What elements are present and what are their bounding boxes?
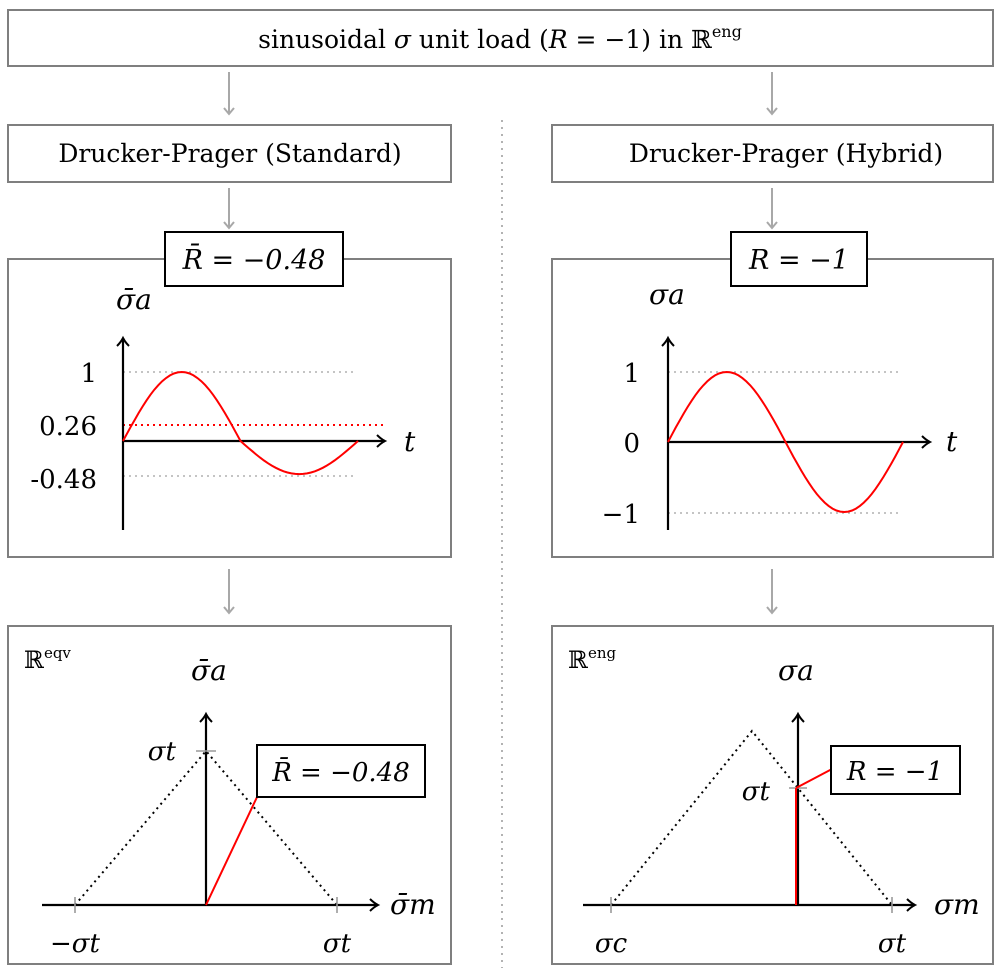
right-title-box: Drucker-Prager (Hybrid) xyxy=(551,124,994,183)
left-title: Drucker-Prager (Standard) xyxy=(58,139,401,168)
left-tick-min: -0.48 xyxy=(30,465,97,495)
top-load-label: sinusoidal σ unit load (R = −1) in ℝeng xyxy=(258,22,742,54)
left-haigh-panel: ℝeqv σ̄a R̄ = −0.48 σt −σt σt σ̄m xyxy=(7,625,452,965)
left-ratio-label: R̄ = −0.48 xyxy=(182,242,326,276)
right-envelope xyxy=(610,729,893,906)
left-ratio-box xyxy=(164,231,344,287)
right-title: Drucker-Prager (Hybrid) xyxy=(629,139,943,168)
left-x-tick-neg: −σt xyxy=(50,929,101,959)
left-haigh-xlabel: σ̄m xyxy=(390,888,436,921)
right-time-panel: R = −1 σa 1 0 −1 t xyxy=(551,231,994,558)
right-tick-zero: 0 xyxy=(623,429,640,459)
left-callout-label: R̄ = −0.48 xyxy=(271,756,410,788)
left-tick-mean: 0.26 xyxy=(39,412,97,442)
right-haigh-xlabel: σm xyxy=(934,888,980,921)
left-tick-max: 1 xyxy=(80,359,97,389)
right-x-tick-pos: σt xyxy=(878,929,907,959)
left-load-path xyxy=(205,794,259,906)
right-time-ylabel: σa xyxy=(649,278,685,311)
right-ratio-box xyxy=(730,231,868,287)
left-sine-curve xyxy=(122,370,359,476)
right-tick-min: −1 xyxy=(602,500,640,530)
right-callout-label: R = −1 xyxy=(846,757,943,787)
right-x-tick-neg: σc xyxy=(595,929,628,959)
right-time-xlabel: t xyxy=(946,425,958,458)
right-haigh-ylabel: σa xyxy=(778,654,814,687)
left-space-label: ℝeqv xyxy=(24,644,71,674)
left-y-tick-label: σt xyxy=(148,737,177,767)
right-callout-box xyxy=(830,745,961,795)
left-time-panel: R̄ = −0.48 σ̄a 1 0.26 -0.48 t xyxy=(7,231,452,558)
left-envelope xyxy=(74,749,338,906)
left-callout-box xyxy=(256,744,426,798)
left-time-xlabel: t xyxy=(404,425,416,458)
right-callout-leader xyxy=(795,768,833,789)
right-y-tick-label: σt xyxy=(742,777,771,807)
top-load-box: sinusoidal σ unit load (R = −1) in ℝeng xyxy=(7,9,994,67)
right-tick-max: 1 xyxy=(623,359,640,389)
left-haigh-ylabel: σ̄a xyxy=(191,654,227,687)
right-space-label: ℝeng xyxy=(568,644,616,674)
right-ratio-label: R = −1 xyxy=(748,245,849,276)
left-x-tick-pos: σt xyxy=(323,929,352,959)
right-haigh-panel: ℝeng σa R = −1 σt σc σt σm xyxy=(551,625,994,965)
left-time-ylabel: σ̄a xyxy=(116,283,152,316)
right-sine-curve xyxy=(667,370,904,514)
left-title-box: Drucker-Prager (Standard) xyxy=(7,124,452,183)
